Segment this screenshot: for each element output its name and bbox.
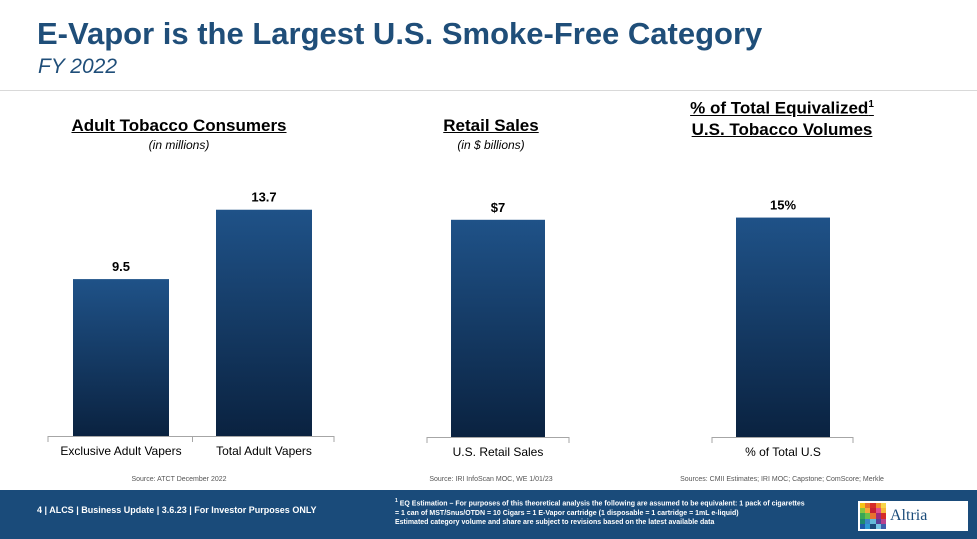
data-label: 15% <box>770 198 796 213</box>
source-note: Source: IRI InfoScan MOC, WE 1/01/23 <box>429 476 553 483</box>
footnote-line: EQ Estimation – For purposes of this the… <box>399 500 805 508</box>
footer-bar: 4 | ALCS | Business Update | 3.6.23 | Fo… <box>0 490 977 539</box>
footer-text: 4 | ALCS | Business Update | 3.6.23 | Fo… <box>37 505 317 515</box>
altria-logo: Altria <box>858 501 968 531</box>
bar <box>736 217 830 437</box>
panel-title-line2: U.S. Tobacco Volumes <box>691 119 873 139</box>
footnote-line: Estimated category volume and share are … <box>395 519 715 527</box>
category-label: % of Total U.S <box>745 445 821 459</box>
category-label: Exclusive Adult Vapers <box>60 444 181 458</box>
footnote-marker: 1 <box>868 99 874 110</box>
footnote: 1 EQ Estimation – For purposes of this t… <box>395 497 845 528</box>
data-label: $7 <box>491 200 505 215</box>
footnote-marker: 1 <box>395 498 398 504</box>
source-note: Sources: CMII Estimates; IRI MOC; Capsto… <box>680 476 884 483</box>
source-note: Source: ATCT December 2022 <box>131 476 227 483</box>
bar <box>451 219 545 437</box>
page-title: E-Vapor is the Largest U.S. Smoke-Free C… <box>37 16 763 51</box>
panel-unit: (in millions) <box>148 138 210 152</box>
panel-title: Adult Tobacco Consumers <box>71 116 287 135</box>
panel-heading-volumes: % of Total Equivalized1 U.S. Tobacco Vol… <box>660 94 904 140</box>
page-subtitle: FY 2022 <box>38 55 118 78</box>
panel-unit: (in $ billions) <box>457 138 525 152</box>
data-label: 9.5 <box>112 259 130 274</box>
footnote-line: = 1 can of MST/Snus/OTDN = 10 Cigars = 1… <box>395 509 739 517</box>
data-label: 13.7 <box>251 190 276 205</box>
bar <box>73 279 169 436</box>
bar-charts: 9.5 Exclusive Adult Vapers 13.7 Total Adult… <box>47 190 854 459</box>
panel-heading-consumers: Adult Tobacco Consumers (in millions) <box>50 115 308 152</box>
mosaic-logo-icon <box>860 503 886 529</box>
category-label: Total Adult Vapers <box>216 444 312 458</box>
bar <box>216 209 312 436</box>
panel-title: % of Total Equivalized <box>690 98 869 118</box>
logo-text: Altria <box>890 507 928 524</box>
panel-heading-retail: Retail Sales (in $ billions) <box>400 115 582 152</box>
title-divider <box>0 90 977 91</box>
category-label: U.S. Retail Sales <box>453 445 544 459</box>
panel-title: Retail Sales <box>443 116 539 135</box>
